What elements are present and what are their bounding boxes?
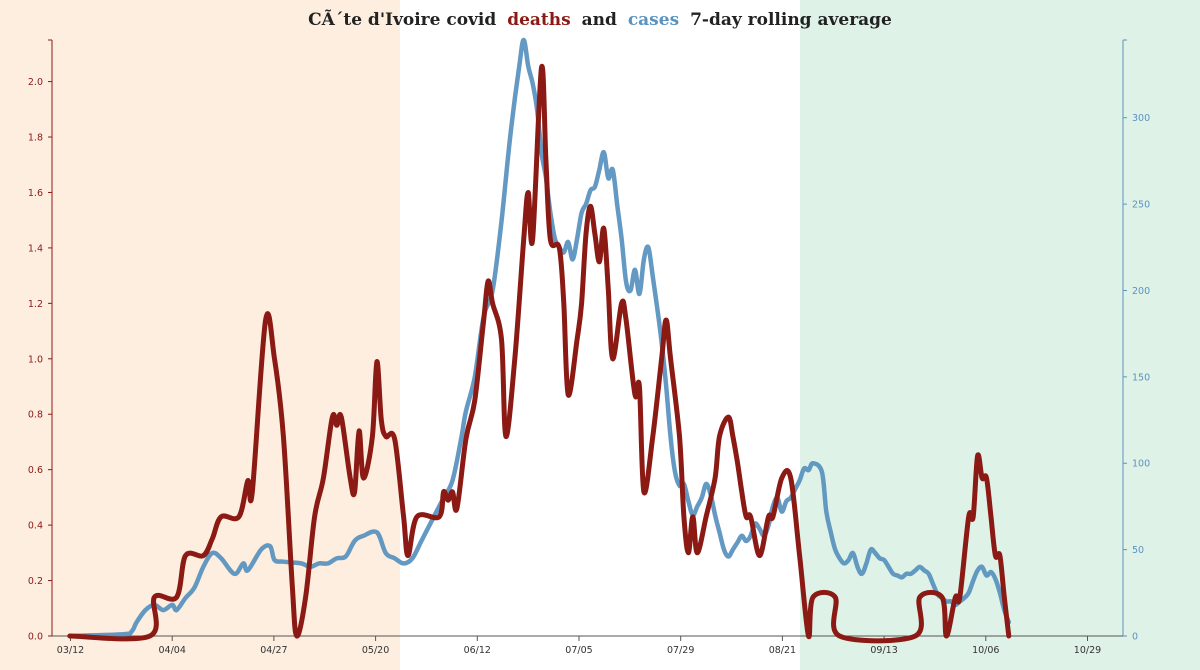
x-tick-label: 03/12: [57, 645, 84, 656]
y-left-tick-label: 1.4: [28, 243, 43, 254]
y-right-tick-label: 150: [1132, 372, 1150, 383]
y-right-tick-label: 50: [1132, 545, 1144, 556]
y-left-tick-label: 1.6: [28, 188, 43, 199]
y-right-tick-label: 200: [1132, 286, 1150, 297]
deaths-line: [67, 63, 1012, 644]
title-suffix: 7-day rolling average: [690, 10, 892, 30]
y-left-tick-label: 1.0: [28, 354, 43, 365]
y-left-tick-label: 0.6: [28, 465, 43, 476]
title-cases: cases: [628, 10, 679, 30]
x-tick-label: 09/13: [870, 645, 897, 656]
y-right-tick-label: 100: [1132, 459, 1150, 470]
series-lines: [67, 37, 1012, 644]
y-left-tick-label: 1.2: [28, 299, 43, 310]
x-tick-label: 07/29: [667, 645, 694, 656]
y-left-tick-label: 0.8: [28, 410, 43, 421]
x-tick-label: 04/27: [260, 645, 287, 656]
y-right-tick-label: 250: [1132, 200, 1150, 211]
chart-title: CÃ´te d'Ivoire covid deaths and cases 7-…: [308, 8, 892, 30]
x-tick-label: 07/05: [565, 645, 592, 656]
y-left-tick-label: 0.4: [28, 521, 43, 532]
x-tick-label: 10/06: [972, 645, 999, 656]
x-tick-label: 10/29: [1074, 645, 1101, 656]
y-right-tick-label: 0: [1132, 632, 1138, 643]
y-left-tick-label: 2.0: [28, 77, 43, 88]
x-tick-label: 04/04: [159, 645, 186, 656]
y-left-tick-label: 0.2: [28, 576, 43, 587]
x-tick-label: 08/21: [769, 645, 796, 656]
title-deaths: deaths: [507, 10, 571, 30]
y-right-tick-label: 300: [1132, 113, 1150, 124]
title-prefix: CÃ´te d'Ivoire covid: [308, 8, 496, 30]
y-left-tick-label: 0.0: [28, 632, 43, 643]
y-left-tick-label: 1.8: [28, 133, 43, 144]
cases-line: [67, 37, 1012, 639]
x-tick-label: 06/12: [464, 645, 491, 656]
title-and: and: [582, 10, 617, 30]
x-tick-label: 05/20: [362, 645, 389, 656]
